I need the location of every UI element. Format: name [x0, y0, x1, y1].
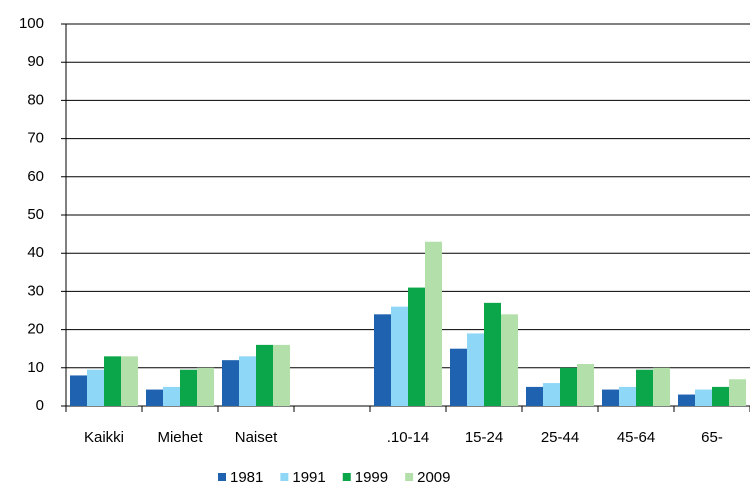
bar — [222, 360, 239, 406]
bar — [87, 369, 104, 406]
bar — [273, 344, 290, 406]
bar — [104, 356, 121, 406]
y-tick-label: 70 — [27, 130, 44, 147]
bar — [425, 241, 442, 406]
bar — [180, 369, 197, 406]
bar — [501, 314, 518, 406]
x-tick-label: Kaikki — [84, 429, 124, 446]
x-tick-label: 45-64 — [617, 429, 655, 446]
bar — [695, 389, 712, 406]
bar — [256, 344, 273, 406]
bar — [484, 302, 501, 406]
bar — [619, 386, 636, 406]
bar — [146, 389, 163, 406]
y-tick-label: 50 — [27, 206, 44, 223]
y-tick-label: 80 — [27, 91, 44, 108]
legend-label: 1981 — [230, 469, 263, 486]
legend-label: 1999 — [355, 469, 388, 486]
legend-label: 1991 — [292, 469, 325, 486]
bar — [678, 394, 695, 406]
y-tick-label: 40 — [27, 244, 44, 261]
x-tick-label: Naiset — [235, 429, 278, 446]
bar — [197, 367, 214, 406]
x-tick-label: Miehet — [157, 429, 203, 446]
bar — [653, 367, 670, 406]
bar — [577, 363, 594, 406]
bar — [391, 306, 408, 406]
bar — [526, 386, 543, 406]
bar — [467, 333, 484, 406]
y-tick-label: 0 — [36, 397, 44, 414]
bar — [729, 379, 746, 406]
bar — [602, 389, 619, 406]
x-tick-label: 65- — [701, 429, 723, 446]
y-tick-label: 20 — [27, 321, 44, 338]
x-tick-label: .10-14 — [387, 429, 430, 446]
legend-swatch — [342, 473, 351, 481]
x-tick-label: 25-44 — [541, 429, 579, 446]
bar — [543, 383, 560, 406]
bar — [712, 386, 729, 406]
bar — [70, 375, 87, 406]
x-tick-label: 15-24 — [465, 429, 503, 446]
legend-swatch — [218, 473, 226, 481]
legend-swatch — [280, 473, 289, 481]
y-tick-label: 30 — [27, 282, 44, 299]
legend-label: 2009 — [417, 469, 450, 486]
bar — [374, 314, 391, 406]
y-tick-label: 10 — [27, 359, 44, 376]
y-tick-label: 100 — [19, 15, 44, 32]
bar — [239, 356, 256, 406]
y-tick-label: 90 — [27, 53, 44, 70]
bar — [163, 386, 180, 406]
bar — [636, 369, 653, 406]
bar — [450, 348, 467, 406]
legend-swatch — [405, 473, 414, 481]
bar — [560, 367, 577, 406]
bar — [121, 356, 138, 406]
bar — [408, 287, 425, 406]
y-tick-label: 60 — [27, 168, 44, 185]
